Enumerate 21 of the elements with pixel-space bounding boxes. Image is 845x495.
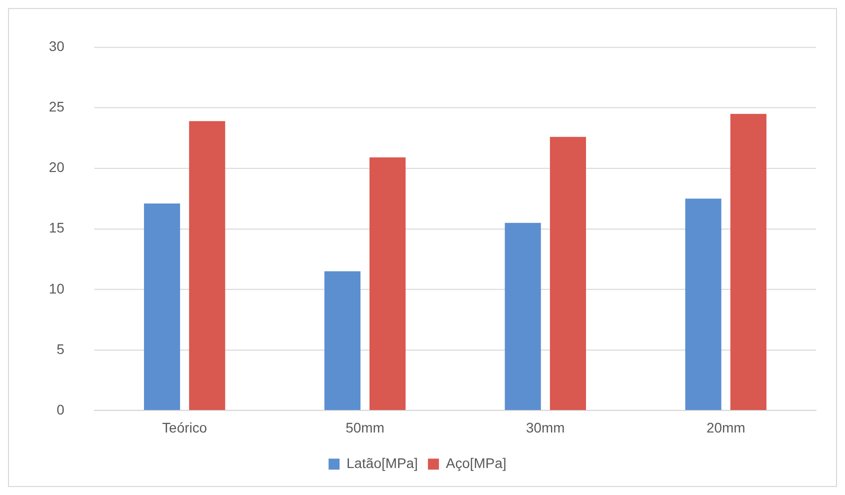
y-tick-label: 25 — [48, 98, 65, 115]
bar — [370, 157, 406, 410]
x-tick-label: 30mm — [526, 420, 565, 436]
bar — [324, 271, 360, 410]
x-tick-label: Teórico — [162, 420, 208, 436]
bar — [685, 198, 722, 410]
bar — [730, 114, 766, 410]
bar — [550, 136, 586, 410]
y-tick-label: 20 — [48, 159, 65, 176]
x-tick-label: 50mm — [346, 420, 384, 436]
y-tick-label: 10 — [48, 280, 65, 296]
y-tick-label: 15 — [48, 220, 65, 236]
x-tick-label: 20mm — [706, 420, 746, 436]
bar — [189, 121, 226, 410]
y-tick-label: 5 — [56, 340, 65, 357]
bar — [504, 222, 541, 410]
legend-label: Aço[MPa] — [446, 454, 506, 471]
y-tick-label: 0 — [56, 401, 65, 418]
bar — [144, 203, 180, 410]
y-tick-label: 30 — [48, 38, 65, 54]
legend-label: Latão[MPa] — [346, 454, 418, 471]
